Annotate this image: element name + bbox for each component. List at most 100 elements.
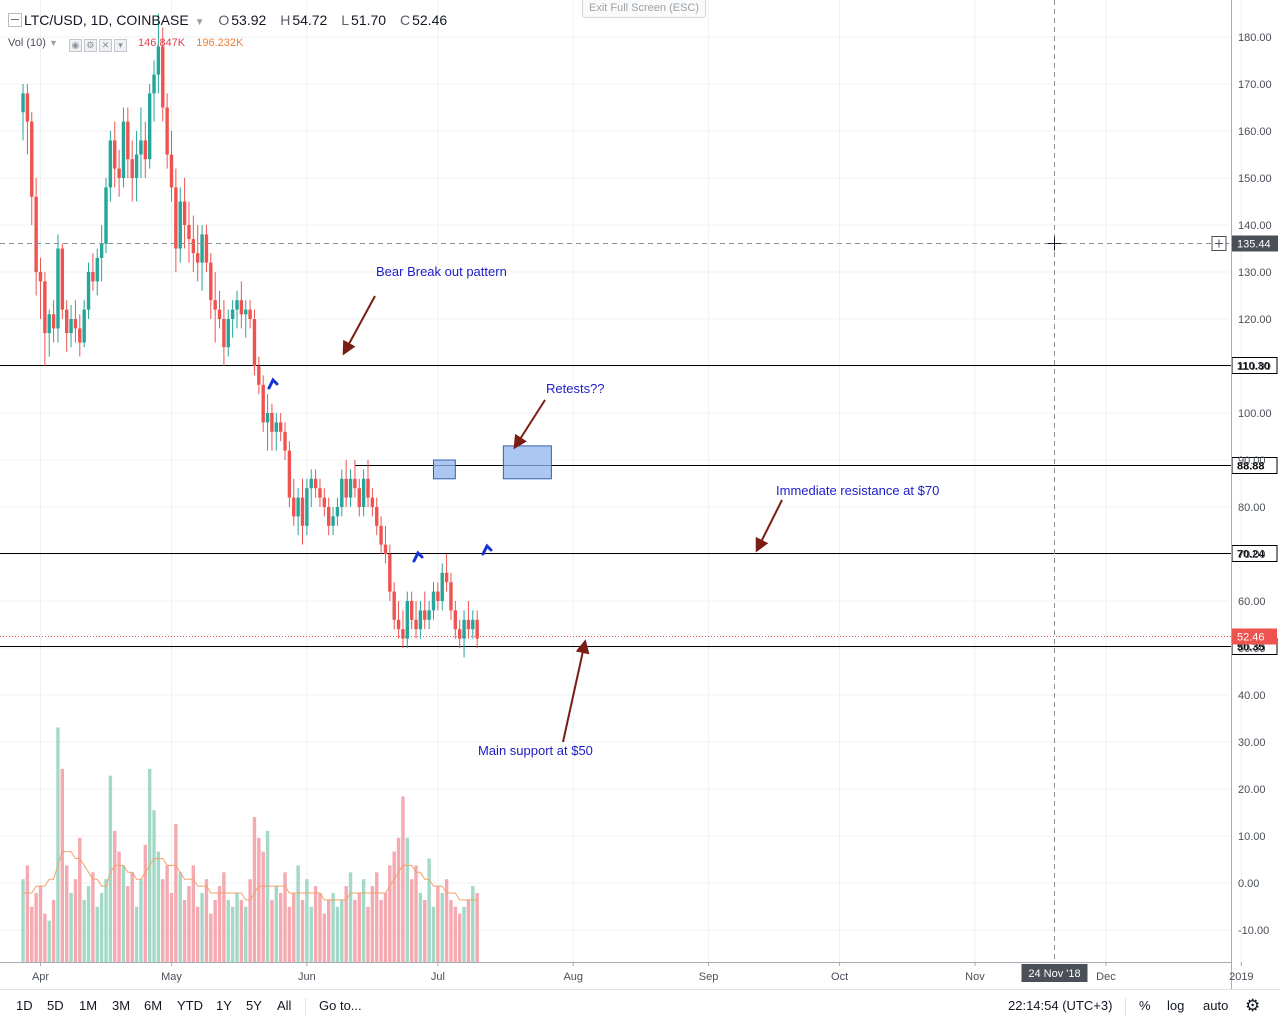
time-axis: Apr May Jun Jul Aug Sep Oct Nov Dec 2019	[32, 962, 1254, 983]
annotation-text: Immediate resistance at $70	[776, 483, 939, 498]
volume-bar	[200, 893, 204, 962]
candle-body	[130, 159, 134, 178]
price-axis: -10.00 0.00 10.00 20.00 30.00 40.00 50.00 60.00…	[0, 0, 1272, 989]
candle-body	[383, 544, 388, 554]
candle-body	[95, 257, 99, 282]
range-ytd-button[interactable]: YTD	[177, 998, 203, 1013]
volume-bar	[25, 865, 30, 962]
candle-body	[379, 525, 383, 545]
candle-body	[292, 497, 296, 517]
crosshair-date-box	[1021, 964, 1088, 982]
range-1m-button[interactable]: 1M	[79, 998, 98, 1013]
volume-bar	[405, 837, 409, 962]
open-label: O	[218, 12, 230, 28]
crosshair-date-label: 24 Nov '18	[1028, 968, 1080, 980]
range-all-button[interactable]: All	[277, 998, 292, 1013]
candle-body	[82, 309, 86, 343]
price-tick-label: 40.00	[1238, 690, 1266, 702]
range-5y-button[interactable]: 5Y	[246, 998, 262, 1013]
volume-bar	[91, 872, 95, 962]
chevron-down-icon[interactable]: ▼	[48, 38, 58, 48]
volume-bar	[252, 817, 257, 962]
volume-label[interactable]: Vol (10)	[8, 37, 46, 49]
candle-body	[252, 319, 257, 366]
chevron-down-icon[interactable]: ▼	[194, 17, 205, 28]
candle-body	[305, 488, 309, 526]
volume-bar	[283, 872, 287, 962]
candle-body	[427, 610, 431, 620]
volume-bar	[449, 899, 453, 962]
time-tick-label: Apr	[32, 971, 49, 983]
volume-bar	[21, 879, 25, 962]
auto-scale-button[interactable]: auto	[1203, 998, 1229, 1013]
eye-icon[interactable]: ◉	[68, 39, 82, 52]
range-3m-button[interactable]: 3M	[112, 998, 131, 1013]
volume-ma-line	[23, 851, 478, 901]
clock[interactable]: 22:14:54 (UTC+3)	[1008, 998, 1113, 1013]
candle-body	[300, 497, 305, 526]
collapse-legend-icon[interactable]	[8, 13, 22, 27]
volume-bar	[126, 886, 130, 962]
volume-bar	[86, 886, 91, 962]
candle-body	[60, 248, 65, 310]
last-price-label: 52.46	[1237, 632, 1265, 644]
candle-body	[331, 516, 335, 526]
candle-body	[174, 187, 178, 249]
volume-bar	[392, 851, 396, 962]
volume-bar	[139, 879, 143, 962]
range-5d-button[interactable]: 5D	[47, 998, 64, 1013]
candle-body	[396, 619, 401, 630]
volume-bar	[361, 879, 366, 962]
candle-body	[453, 610, 458, 630]
annotation-arrow	[342, 295, 376, 356]
candle-body	[475, 619, 479, 639]
last-price-box	[1232, 628, 1277, 645]
candle-body	[121, 121, 126, 178]
volume-bar	[169, 893, 174, 962]
volume-bar	[161, 879, 165, 962]
candle-body	[423, 610, 427, 620]
volume-bar	[270, 899, 274, 962]
volume-bar	[300, 899, 305, 962]
range-6m-button[interactable]: 6M	[144, 998, 163, 1013]
volume-bar	[174, 824, 178, 962]
high-label: H	[280, 12, 291, 28]
range-1y-button[interactable]: 1Y	[216, 998, 232, 1013]
price-tick-label: 150.00	[1238, 173, 1272, 185]
candle-body	[196, 253, 200, 263]
more-icon[interactable]: ▾	[113, 39, 127, 52]
candle-body	[43, 281, 47, 334]
volume-bar	[113, 830, 117, 962]
symbol-title[interactable]: LTC/USD, 1D, COINBASE	[24, 12, 189, 28]
goto-button[interactable]: Go to...	[319, 998, 362, 1013]
candle-body	[34, 196, 38, 272]
volume-bar	[353, 899, 357, 962]
exit-fullscreen-button[interactable]: Exit Full Screen (ESC)	[582, 0, 706, 18]
volume-bar	[99, 893, 104, 962]
level-price-label: 110.30	[1237, 361, 1270, 373]
candle-body	[370, 497, 375, 507]
volume-bar	[274, 886, 278, 962]
candle-body	[313, 478, 318, 489]
volume-bar	[43, 913, 47, 962]
candle-body	[322, 497, 327, 507]
candle-body	[99, 243, 104, 258]
crosshair-price-label: 135.44	[1237, 239, 1271, 251]
volume-bar	[134, 906, 139, 962]
gear-icon[interactable]: ⚙	[1245, 996, 1261, 1015]
percent-scale-button[interactable]: %	[1139, 998, 1151, 1013]
candle-body	[134, 154, 139, 178]
settings-icon[interactable]: ⚙	[83, 39, 97, 52]
candle-body	[409, 601, 414, 620]
candle-body	[38, 272, 43, 282]
close-icon[interactable]: ✕	[98, 39, 112, 52]
range-1d-button[interactable]: 1D	[16, 998, 33, 1013]
bounce-arrow-icon	[267, 377, 279, 390]
price-tick-label: 170.00	[1238, 79, 1272, 91]
candle-body	[261, 384, 265, 423]
volume-bar	[156, 851, 161, 962]
log-scale-button[interactable]: log	[1167, 998, 1185, 1013]
candle-body	[51, 314, 56, 329]
